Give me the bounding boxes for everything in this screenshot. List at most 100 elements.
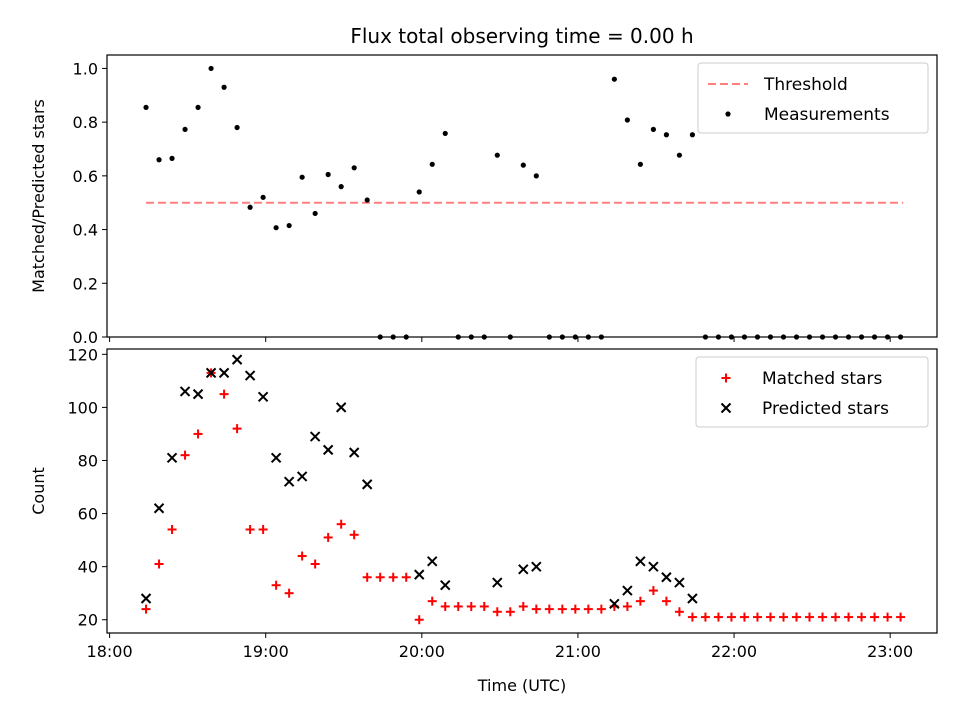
matched-star-point — [232, 424, 242, 434]
chart-title: Flux total observing time = 0.00 h — [350, 24, 693, 48]
matched-star-point — [453, 601, 463, 611]
measurement-point — [728, 334, 735, 340]
matched-star-point — [831, 612, 841, 622]
measurement-point — [468, 334, 474, 340]
predicted-star-point — [674, 577, 685, 588]
matched-star-point — [726, 612, 736, 622]
predicted-star-point — [309, 431, 321, 442]
measurement-point — [364, 197, 370, 203]
matched-star-point — [349, 530, 359, 540]
matched-star-point — [648, 586, 658, 596]
predicted-star-point — [427, 556, 438, 567]
measurement-point — [247, 204, 253, 210]
predicted-star-point — [348, 447, 360, 458]
measurement-point — [494, 152, 500, 158]
matched-star-point — [245, 524, 255, 534]
matched-star-point — [557, 604, 567, 614]
matched-star-point — [857, 612, 867, 622]
measurement-point — [156, 157, 162, 163]
y-axis-label: Matched/Predicted stars — [29, 99, 48, 293]
predicted-star-point — [518, 564, 529, 575]
matched-star-point — [193, 429, 203, 439]
matched-star-point — [544, 604, 554, 614]
matched-star-point — [297, 551, 307, 561]
measurement-point — [390, 334, 396, 340]
measurement-point — [286, 222, 292, 229]
measurement-point — [832, 334, 839, 340]
matched-star-point — [778, 612, 788, 622]
measurement-point — [481, 334, 487, 340]
measurement-point — [403, 334, 409, 340]
matched-star-point — [427, 596, 437, 606]
measurement-point — [767, 334, 774, 340]
matched-star-point — [141, 604, 151, 614]
matched-star-point — [765, 612, 775, 622]
y-tick-label: 0.8 — [73, 113, 98, 132]
predicted-star-point — [166, 452, 178, 464]
measurement-point — [546, 334, 552, 340]
predicted-star-point — [231, 354, 243, 365]
y-tick-label: 20 — [78, 611, 98, 630]
x-tick-label: 20:00 — [399, 642, 445, 661]
matched-star-point — [518, 601, 528, 611]
measurement-point — [377, 334, 383, 340]
measurement-point — [871, 334, 878, 340]
x-tick-label: 23:00 — [867, 642, 913, 661]
predicted-star-point — [609, 598, 620, 610]
measurement-point — [897, 334, 904, 340]
matched-star-point — [596, 604, 606, 614]
x-tick-label: 19:00 — [243, 642, 289, 661]
predicted-star-point — [414, 569, 425, 580]
measurement-point — [884, 334, 891, 340]
measurement-point — [429, 161, 435, 167]
measurement-point — [754, 334, 761, 340]
measurement-point — [598, 334, 604, 340]
x-tick-label: 22:00 — [711, 642, 757, 661]
predicted-star-point — [440, 580, 451, 591]
x-tick-label: 21:00 — [555, 642, 601, 661]
x-axis-label: Time (UTC) — [477, 676, 566, 695]
x-tick-label: 18:00 — [87, 642, 133, 661]
measurement-point — [169, 155, 175, 161]
y-tick-label: 40 — [78, 558, 98, 577]
matched-star-point — [284, 588, 294, 598]
measurement-point — [845, 334, 852, 340]
measurement-point — [780, 334, 787, 340]
matched-star-point — [414, 615, 424, 625]
measurement-point — [325, 171, 331, 178]
matched-star-point — [375, 572, 385, 582]
measurement-point — [624, 117, 630, 123]
matched-star-point — [310, 559, 320, 569]
legend-entry-label: Threshold — [763, 75, 848, 95]
predicted-star-point — [335, 402, 347, 413]
measurement-point — [637, 161, 643, 167]
matched-star-point — [635, 596, 645, 606]
predicted-star-point — [270, 452, 282, 464]
measurement-point — [455, 334, 461, 340]
matched-star-point — [896, 612, 906, 622]
measurement-point — [585, 334, 591, 340]
measurement-point — [650, 126, 656, 132]
measurement-point — [143, 104, 149, 110]
matched-star-point — [661, 596, 671, 606]
matched-star-point — [739, 612, 749, 622]
predicted-star-point — [179, 386, 191, 397]
measurement-point — [520, 162, 526, 168]
measurement-point — [312, 210, 318, 217]
measurement-point — [351, 165, 357, 171]
legend-box — [695, 356, 929, 428]
measurement-point — [182, 126, 188, 132]
legend-measurement-swatch — [725, 111, 731, 117]
measurement-point — [702, 334, 709, 340]
predicted-star-point — [661, 572, 672, 583]
y-tick-label: 0.6 — [73, 167, 98, 186]
measurement-point — [663, 132, 670, 138]
measurement-point — [676, 152, 683, 158]
axes-frame — [106, 348, 938, 634]
top-panel-ratio: 0.0 0.2 0.4 0.6 0.8 1.0 Matched/Predicted star… — [29, 54, 938, 347]
measurement-point — [221, 84, 227, 90]
measurement-point — [260, 194, 266, 200]
matched-star-point — [219, 389, 229, 399]
measurement-point — [793, 334, 800, 340]
